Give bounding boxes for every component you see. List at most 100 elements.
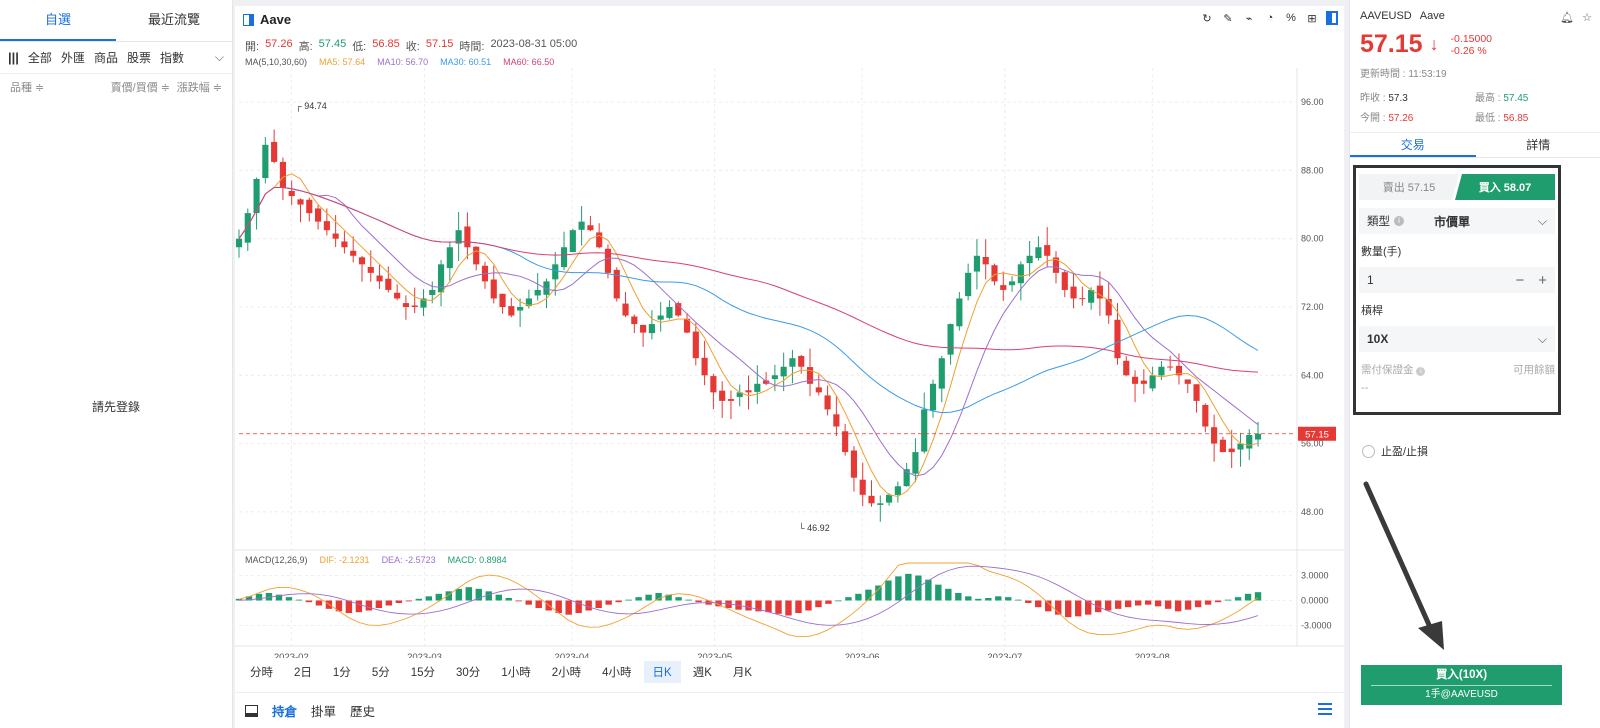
info-icon[interactable]: i <box>1416 367 1426 376</box>
period-1h[interactable]: 1小時 <box>501 667 531 679</box>
category-all[interactable]: 全部 <box>27 51 52 65</box>
category-indices[interactable]: 指數 <box>159 51 184 65</box>
percent-icon[interactable]: % <box>1286 12 1296 24</box>
draw-icon[interactable]: ✎ <box>1223 12 1233 25</box>
macd-bar <box>1085 600 1092 615</box>
period-daily[interactable]: 日K <box>643 661 681 683</box>
period-30m[interactable]: 30分 <box>456 667 481 679</box>
columns-icon[interactable]: ||| <box>8 50 19 65</box>
pie-icon[interactable]: ◔ <box>1266 12 1274 24</box>
candle <box>1237 432 1244 467</box>
leverage-select[interactable]: 10X ⌵ <box>1359 326 1555 352</box>
tp-sl-radio[interactable] <box>1362 444 1375 458</box>
info-icon[interactable]: i <box>1394 216 1404 226</box>
candle-body <box>806 367 814 384</box>
grid-icon[interactable]: ⊞ <box>1307 12 1317 25</box>
macd-bar <box>1035 600 1042 608</box>
candle-body <box>666 307 673 318</box>
column-symbol[interactable]: 品種 ≑ <box>10 82 45 94</box>
chevron-down-icon[interactable]: ⌵ <box>214 50 224 64</box>
category-commodities[interactable]: 商品 <box>93 51 118 65</box>
candle-body <box>306 199 313 214</box>
place-buy-order-button[interactable]: 買入(10X) 1手@AAVEUSD <box>1361 665 1562 705</box>
tab-history[interactable]: 歷史 <box>350 705 376 719</box>
menu-icon[interactable] <box>1318 703 1332 715</box>
candle <box>736 384 743 407</box>
candle-body <box>490 279 497 299</box>
chevron-down-icon[interactable]: ⌵ <box>1537 213 1547 228</box>
tab-pending-orders[interactable]: 掛單 <box>311 705 337 719</box>
leverage-label: 槓桿 <box>1361 305 1383 317</box>
macd-label: MACD(12,26,9) <box>245 555 308 565</box>
macd-bar <box>795 600 802 613</box>
candle <box>1167 355 1174 371</box>
bell-icon[interactable]: 🔔︎ <box>1560 12 1575 24</box>
macd-bar <box>275 594 283 601</box>
period-weekly[interactable]: 週K <box>692 667 712 679</box>
period-2h[interactable]: 2小時 <box>551 667 582 679</box>
tab-positions[interactable]: 持倉 <box>272 705 298 719</box>
candle-body <box>921 409 928 452</box>
column-bid-ask[interactable]: 賣價/買價 ≑ <box>110 82 170 94</box>
chart-header: Aave ↻ ✎ ⌁ ◔ % ⊞ <box>235 6 1344 32</box>
period-timeshare[interactable]: 分時 <box>250 667 273 679</box>
tab-details[interactable]: 詳情 <box>1526 138 1551 152</box>
candle-body <box>455 230 462 244</box>
price-tick-label: 88.00 <box>1301 165 1324 175</box>
candle <box>543 278 550 309</box>
take-profit-stop-loss[interactable]: 止盈/止損 <box>1362 443 1428 459</box>
macd-bar <box>845 597 852 601</box>
period-2day[interactable]: 2日 <box>294 667 312 679</box>
candle <box>490 265 497 304</box>
period-15m[interactable]: 15分 <box>410 667 436 679</box>
plus-icon[interactable]: + <box>1538 271 1547 289</box>
quantity-stepper[interactable]: 1 − + <box>1359 267 1555 293</box>
quantity-value[interactable]: 1 <box>1367 273 1374 287</box>
candle <box>394 284 401 301</box>
macd-bar <box>475 588 482 601</box>
order-type-select[interactable]: 類型 i 市價單 ⌵ <box>1359 208 1555 234</box>
macd-bar <box>365 600 373 611</box>
candlestick-chart[interactable]: 48.00 56.00 64.00 72.00 80.00 88.00 96.00 3.000… <box>235 68 1344 658</box>
candle-body <box>1246 435 1253 449</box>
tab-favorites[interactable]: 自選 <box>0 0 116 41</box>
candle-body <box>815 387 822 393</box>
indicator-icon[interactable]: ⌁ <box>1245 12 1253 25</box>
panel-toggle-icon[interactable] <box>245 704 258 717</box>
period-monthly[interactable]: 月K <box>732 667 753 679</box>
candle-body <box>314 208 322 222</box>
login-prompt[interactable]: 請先登錄 <box>91 400 140 414</box>
period-4h[interactable]: 4小時 <box>602 667 632 679</box>
candle <box>604 244 612 279</box>
tab-trade[interactable]: 交易 <box>1350 133 1476 157</box>
quote-symbol: AAVEUSD <box>1360 10 1412 22</box>
high-annotation: ┌ 94.74 <box>295 101 326 112</box>
candle-body <box>1052 257 1060 273</box>
candle-body <box>719 390 726 401</box>
period-5m[interactable]: 5分 <box>371 667 390 679</box>
column-change[interactable]: 漲跌幅 ≑ <box>176 82 222 94</box>
macd-bar <box>945 588 952 601</box>
category-stocks[interactable]: 股票 <box>126 51 151 65</box>
chevron-down-icon[interactable]: ⌵ <box>1537 331 1547 346</box>
star-icon[interactable]: ☆ <box>1582 12 1592 24</box>
candle <box>833 396 840 437</box>
period-1m[interactable]: 1分 <box>332 667 351 679</box>
category-forex[interactable]: 外匯 <box>60 51 85 65</box>
minus-icon[interactable]: − <box>1515 271 1525 289</box>
candle <box>745 375 752 410</box>
sell-button[interactable]: 賣出 57.15 <box>1359 174 1459 200</box>
chart-logo-icon <box>243 13 254 26</box>
candle <box>859 462 866 507</box>
macd-bar <box>755 600 762 612</box>
close-value: 57.15 <box>425 38 454 50</box>
buy-button[interactable]: 買入 58.07 <box>1455 174 1555 200</box>
tab-recent[interactable]: 最近流覽 <box>147 12 200 27</box>
layout-icon[interactable] <box>1326 11 1338 25</box>
macd-bar <box>1174 600 1182 612</box>
price-row: 57.15 ↓ -0.15000 -0.26 % <box>1360 30 1590 59</box>
candle <box>754 365 761 404</box>
refresh-icon[interactable]: ↻ <box>1202 12 1212 25</box>
candle <box>947 323 954 365</box>
candle-body <box>956 298 963 327</box>
